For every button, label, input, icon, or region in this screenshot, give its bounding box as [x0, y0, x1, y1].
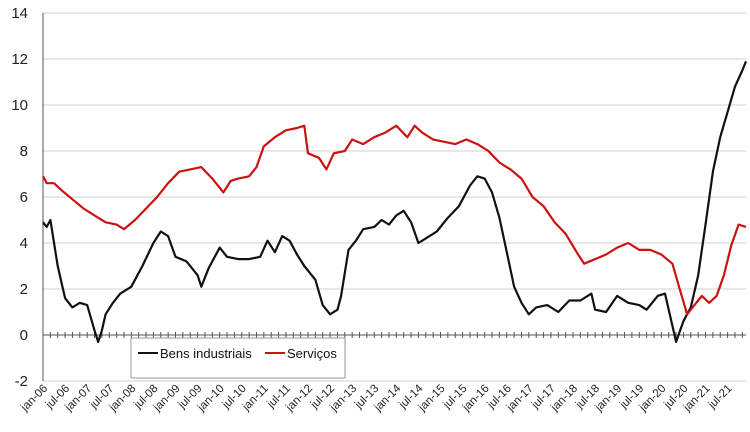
grid-lines [43, 12, 746, 382]
x-axis-ticks: jan-06jul-06jan-07jul-07jan-08jul-08jan-… [18, 382, 734, 414]
y-tick-label-6: 6 [20, 189, 28, 206]
y-axis-ticks: -2 0 2 4 6 8 10 12 14 [11, 5, 28, 390]
legend-label-servicos: Serviços [287, 346, 337, 361]
y-tick-label-4: 4 [20, 235, 28, 252]
x-tick-label: jul-21 [706, 383, 735, 412]
series-line-servicos [42, 124, 747, 316]
y-tick-label-0: 0 [20, 327, 28, 344]
axes [42, 13, 746, 381]
y-tick-label--2: -2 [15, 373, 28, 390]
y-tick-label-8: 8 [20, 143, 28, 160]
y-tick-label-14: 14 [11, 5, 28, 22]
y-tick-label-2: 2 [20, 281, 28, 298]
series-lines [42, 60, 748, 343]
legend-box [130, 337, 346, 379]
series-line-bens-industriais [42, 60, 748, 343]
legend-label-bens-industriais: Bens industriais [160, 346, 252, 361]
y-tick-label-10: 10 [11, 97, 28, 114]
legend: Bens industriais Serviços [130, 337, 346, 379]
y-tick-label-12: 12 [11, 51, 28, 68]
